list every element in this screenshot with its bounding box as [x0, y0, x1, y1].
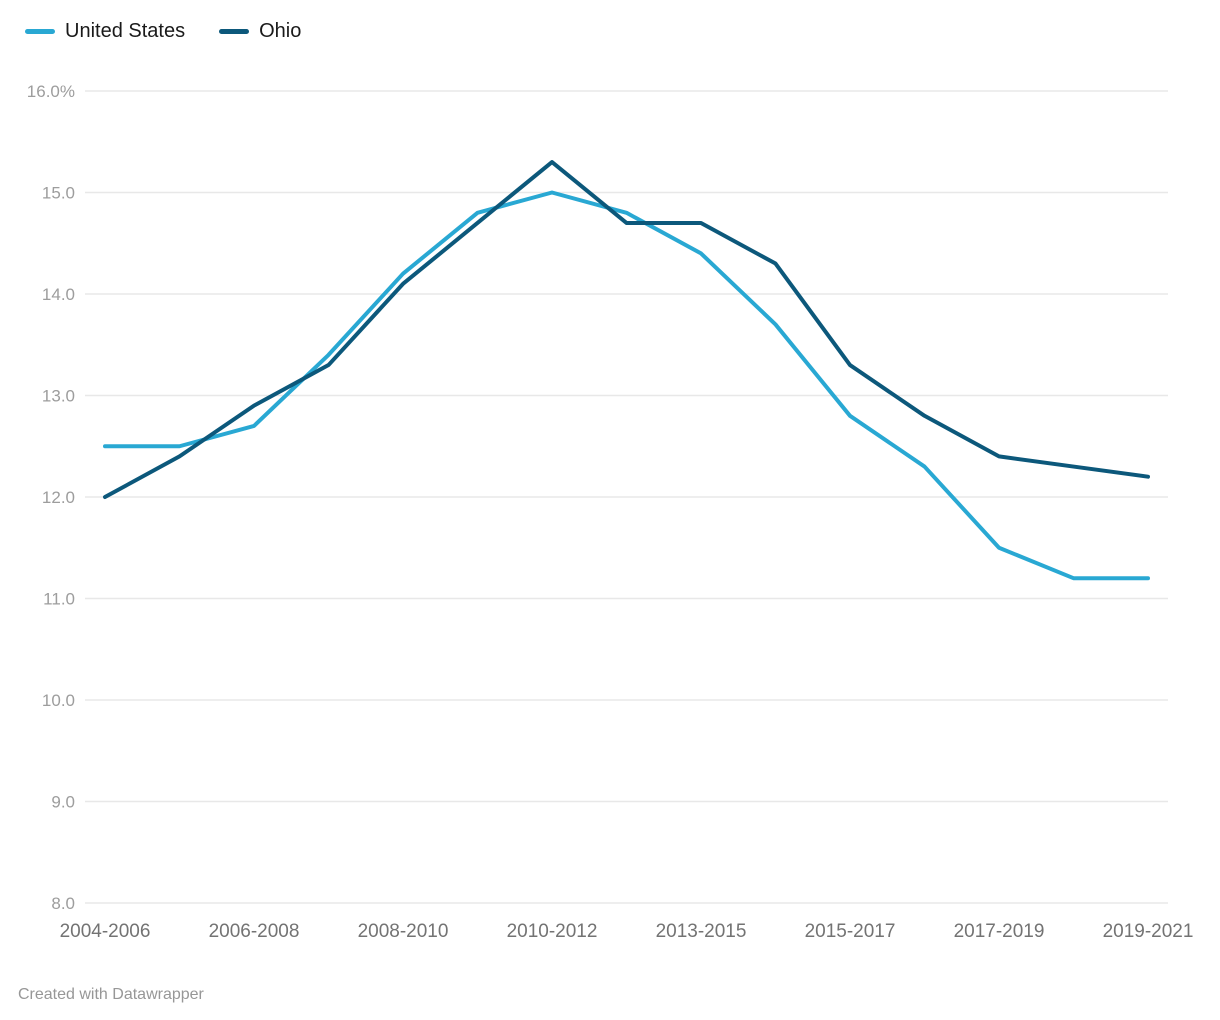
x-axis-tick-label: 2019-2021	[1103, 921, 1194, 942]
x-axis-tick-label: 2017-2019	[954, 921, 1045, 942]
x-axis-tick-label: 2006-2008	[209, 921, 300, 942]
y-axis-tick-label: 11.0	[43, 590, 75, 609]
y-axis-tick-label: 10.0	[42, 691, 75, 710]
legend-swatch-ohio-icon	[219, 28, 250, 34]
x-axis-tick-label: 2010-2012	[507, 921, 598, 942]
legend-item-united-states: United States	[25, 20, 185, 42]
y-axis-tick-label: 9.0	[51, 793, 75, 812]
line-series-united-states	[103, 190, 1150, 581]
legend-item-ohio: Ohio	[219, 20, 301, 42]
y-axis-tick-label: 13.0	[42, 387, 75, 406]
legend-swatch-united-states-icon	[25, 28, 55, 34]
datawrapper-credit: Created with Datawrapper	[18, 986, 204, 1003]
chart-legend: United States Ohio	[25, 20, 301, 42]
line-series-ohio	[103, 160, 1150, 499]
legend-label-united-states: United States	[65, 20, 186, 42]
legend-label-ohio: Ohio	[259, 20, 302, 42]
x-axis-tick-label: 2004-2006	[60, 921, 151, 942]
y-axis-tick-label: 15.0	[42, 184, 75, 203]
y-axis-tick-label: 12.0	[42, 488, 75, 507]
x-axis-tick-label: 2013-2015	[656, 921, 747, 942]
x-axis-tick-label: 2008-2010	[358, 921, 449, 942]
y-axis-tick-label: 16.0%	[27, 82, 75, 101]
y-axis-tick-label: 14.0	[42, 285, 75, 304]
x-axis-tick-label: 2015-2017	[805, 921, 896, 942]
y-axis-tick-label: 8.0	[51, 894, 75, 913]
